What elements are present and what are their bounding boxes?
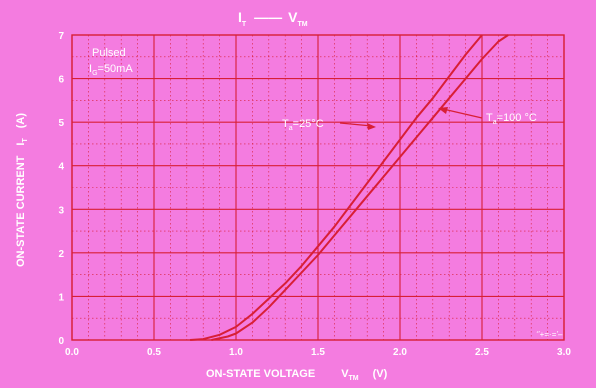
x-tick-label: 1.5: [311, 347, 325, 358]
series-100c-leader: [442, 108, 483, 119]
watermark: ‘’+=·=’–: [536, 330, 563, 339]
y-tick-label: 3: [58, 205, 64, 216]
note-gate-current: IG=50mA: [89, 63, 133, 77]
chart-title: IT —— VTM: [238, 9, 308, 28]
note-pulsed: Pulsed: [92, 47, 126, 59]
y-tick-label: 7: [58, 31, 64, 42]
y-tick-label: 5: [58, 118, 64, 129]
plot-frame: [71, 34, 565, 341]
x-axis-label: ON-STATE VOLTAGE VTM (V): [206, 368, 388, 382]
grid: [71, 34, 565, 341]
series-25c-leader: [339, 122, 373, 127]
x-tick-label: 2.5: [475, 347, 489, 358]
y-tick-label: 2: [58, 249, 64, 260]
series-label-25c: Ta=25°C: [282, 118, 324, 132]
x-tick-label: 0.0: [65, 347, 79, 358]
y-tick-label: 4: [58, 162, 64, 173]
series-group: [190, 34, 509, 341]
series-100c-arrowhead: [438, 107, 448, 114]
series-line-100c: [190, 34, 483, 341]
y-tick-label: 6: [58, 75, 64, 86]
x-tick-label: 1.0: [229, 347, 243, 358]
series-25c-arrowhead: [367, 123, 376, 130]
x-tick-label: 0.5: [147, 347, 161, 358]
series-line-25c: [211, 34, 509, 341]
y-tick-label: 1: [58, 292, 64, 303]
tick-labels: 0.0 0.5 1.0 1.5 2.0 2.5 3.0 0 1 2 3 4 5 6 7: [58, 31, 571, 358]
y-tick-label: 0: [58, 336, 64, 347]
x-tick-label: 2.0: [393, 347, 407, 358]
series-label-100c: Ta=100 °C: [486, 112, 537, 126]
x-tick-label: 3.0: [557, 347, 571, 358]
y-axis-label: ON-STATE CURRENTIT(A): [15, 113, 29, 267]
